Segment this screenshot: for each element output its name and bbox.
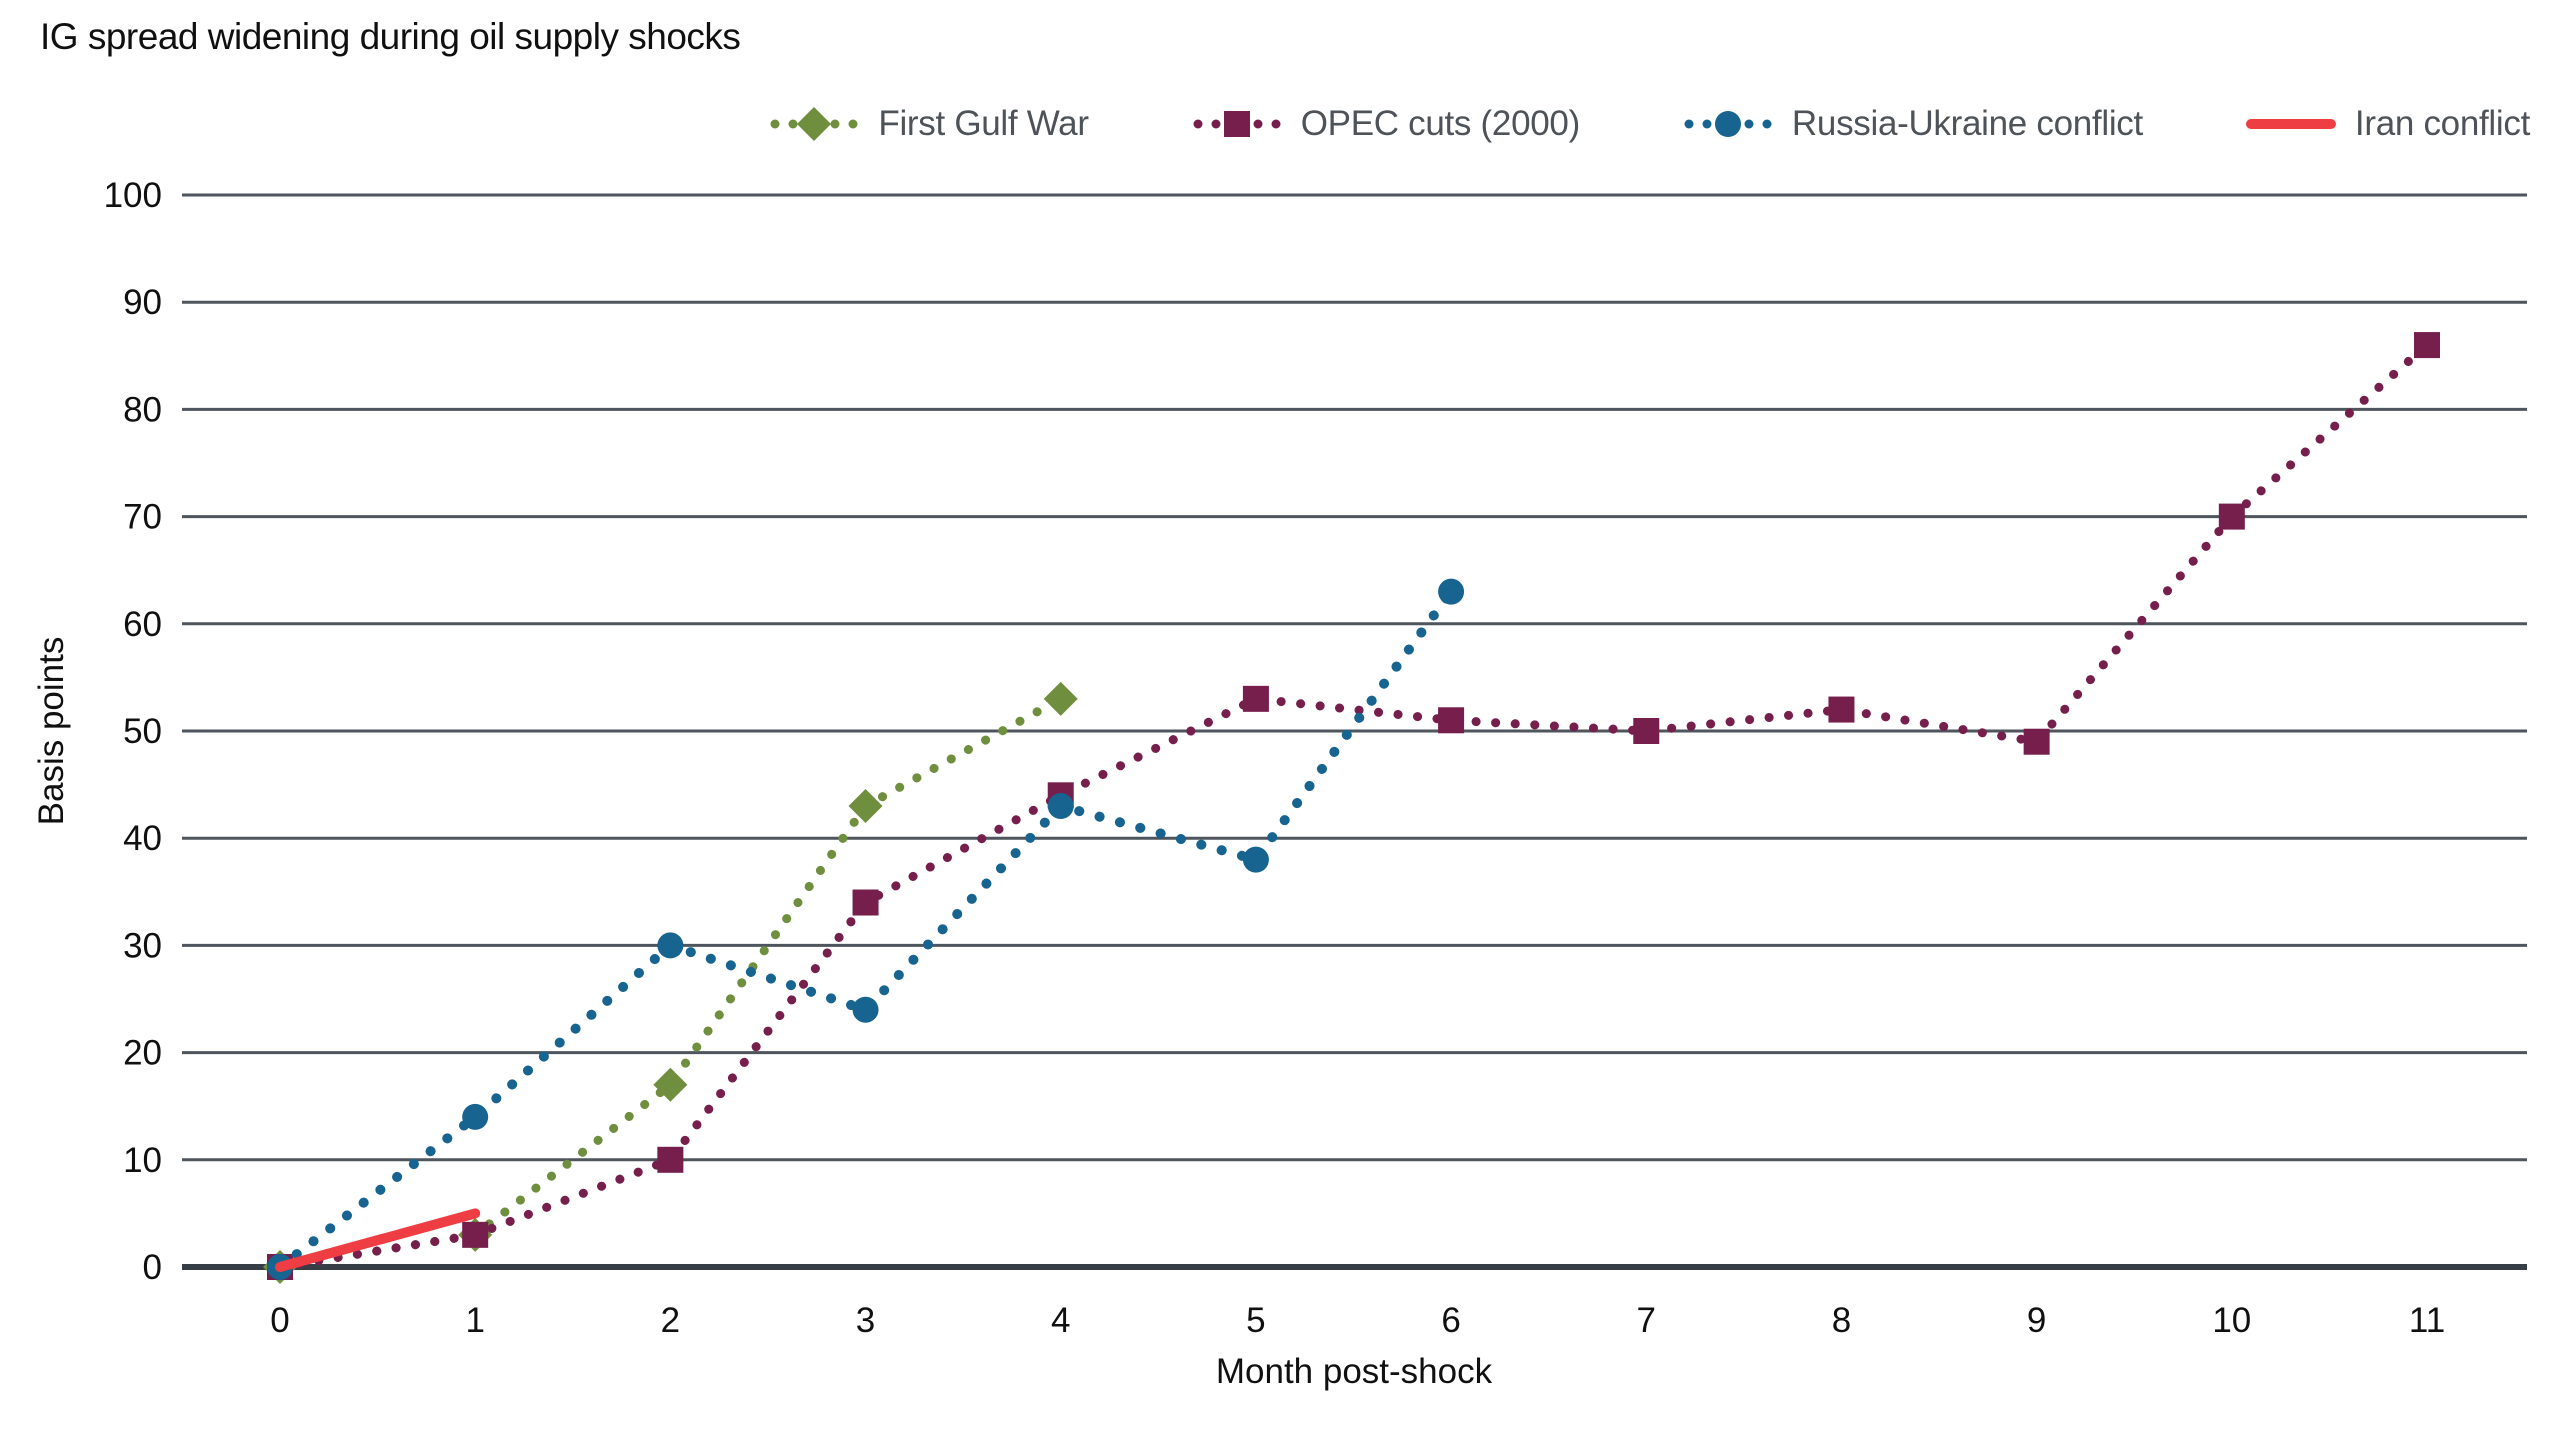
- y-tick-label-30: 30: [123, 926, 162, 965]
- legend-dot: [1702, 119, 1712, 129]
- marker-square-m11: [2414, 332, 2440, 359]
- legend-dot: [1744, 119, 1754, 129]
- legend-marker: [1223, 111, 1250, 137]
- legend-label: Russia-Ukraine conflict: [1791, 104, 2143, 143]
- legend-dot: [1271, 119, 1281, 129]
- legend-dot: [1684, 119, 1694, 129]
- marker-square-m10: [2218, 503, 2245, 530]
- series-first-gulf-war: [263, 681, 1078, 1284]
- marker-square-m9: [2023, 728, 2050, 755]
- gridlines: [182, 193, 2527, 1270]
- marker-square-m2: [657, 1146, 684, 1173]
- marker-circle-m1: [462, 1103, 489, 1130]
- x-tick-label-5: 5: [1246, 1301, 1265, 1340]
- y-tick-label-20: 20: [123, 1034, 162, 1073]
- y-tick-label-0: 0: [143, 1248, 162, 1287]
- legend-dot: [1211, 119, 1221, 129]
- legend-label: OPEC cuts (2000): [1300, 104, 1581, 143]
- legend-marker: [797, 107, 832, 141]
- y-tick-label-10: 10: [123, 1141, 162, 1180]
- series-line: [275, 1208, 481, 1272]
- marker-circle-m3: [852, 996, 879, 1023]
- y-tick-label-40: 40: [123, 819, 162, 858]
- legend-label: First Gulf War: [878, 104, 1089, 143]
- y-axis-title: Basis points: [32, 636, 71, 826]
- x-tick-label-3: 3: [856, 1301, 875, 1340]
- marker-square-m3: [852, 889, 879, 916]
- solid-line-icon: [2245, 119, 2336, 129]
- legend-dot: [788, 119, 798, 129]
- legend-dot: [1253, 119, 1263, 129]
- y-tick-label-60: 60: [123, 605, 162, 644]
- marker-square-m1: [462, 1221, 489, 1248]
- legend-marker: [1714, 111, 1741, 137]
- legend: First Gulf War OPEC cuts (2000) Russia-Ukr…: [768, 104, 2530, 144]
- legend-item-opec-cuts-2000-: OPEC cuts (2000): [1191, 104, 1580, 144]
- legend-dot: [770, 119, 780, 129]
- y-tick-label-50: 50: [123, 712, 162, 751]
- y-tick-label-90: 90: [123, 283, 162, 322]
- marker-circle-m6: [1438, 578, 1465, 605]
- circle-dotted-line-icon: [1684, 111, 1772, 137]
- x-tick-label-8: 8: [1832, 1301, 1851, 1340]
- marker-square-m7: [1633, 718, 1660, 744]
- tick-labels: 0 10 20 30 40 50 60 70 80 90 100 0 1 2 3 4 5 6 7 8 9 10 11: [104, 176, 2446, 1340]
- legend-item-iran-conflict: Iran conflict: [2245, 104, 2530, 144]
- x-tick-label-1: 1: [465, 1301, 484, 1340]
- marker-diamond-m4: [1043, 681, 1078, 716]
- chart-title: IG spread widening during oil supply sho…: [40, 16, 741, 57]
- marker-circle-m2: [657, 932, 684, 959]
- x-tick-label-10: 10: [2212, 1301, 2251, 1340]
- legend-item-first-gulf-war: First Gulf War: [768, 104, 1089, 144]
- x-tick-label-11: 11: [2409, 1301, 2445, 1340]
- marker-square-m5: [1242, 685, 1269, 712]
- square-dotted-line-icon: [1193, 111, 1281, 137]
- marker-circle-m5: [1242, 846, 1269, 873]
- marker-circle-m4: [1047, 793, 1074, 820]
- x-tick-label-2: 2: [661, 1301, 680, 1340]
- marker-square-m8: [1828, 696, 1855, 723]
- marker-square-m6: [1438, 707, 1465, 734]
- series-russia-ukraine-conflict: [267, 578, 1465, 1280]
- series-line: [275, 694, 1066, 1272]
- legend-dot: [848, 119, 858, 129]
- legend-dot: [1762, 119, 1772, 129]
- diamond-dotted-line-icon: [770, 107, 858, 141]
- legend-dot: [830, 119, 840, 129]
- x-tick-label-4: 4: [1051, 1301, 1070, 1340]
- x-tick-label-6: 6: [1441, 1301, 1460, 1340]
- series-opec-cuts-2000-: [267, 332, 2440, 1280]
- series-iran-conflict: [275, 1208, 481, 1272]
- legend-item-russia-ukraine-conflict: Russia-Ukraine conflict: [1682, 104, 2143, 144]
- series-line: [275, 586, 1457, 1272]
- legend-label: Iran conflict: [2354, 104, 2530, 143]
- x-axis-title: Month post-shock: [1215, 1352, 1493, 1391]
- marker-diamond-m3: [848, 789, 883, 824]
- x-tick-label-0: 0: [270, 1301, 289, 1340]
- y-tick-label-100: 100: [104, 176, 162, 215]
- data-series: [263, 332, 2440, 1284]
- marker-diamond-m2: [653, 1067, 688, 1102]
- x-tick-label-7: 7: [1637, 1301, 1656, 1340]
- legend-dot: [1193, 119, 1203, 129]
- x-tick-label-9: 9: [2027, 1301, 2046, 1340]
- y-tick-label-80: 80: [123, 390, 162, 429]
- series-line: [275, 340, 2432, 1272]
- y-tick-label-70: 70: [123, 498, 162, 537]
